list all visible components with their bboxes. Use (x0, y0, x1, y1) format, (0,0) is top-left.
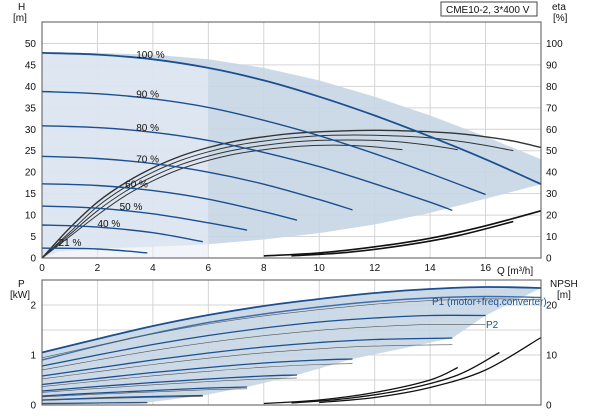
head-tick-label: 0 (30, 254, 36, 265)
head-tick-label: 5 (30, 232, 36, 243)
npsh-curve (291, 351, 500, 404)
p2-family-curve (41, 323, 486, 371)
speed-curve-label: 90 % (136, 90, 159, 101)
flow-tick-label: 8 (261, 263, 267, 274)
p2-family-curve (41, 388, 248, 398)
eta-tick-label: 30 (546, 189, 558, 200)
flow-tick-label: 14 (425, 263, 437, 274)
head-axis-title-symbol: H (18, 2, 25, 13)
efficiency-curve (41, 144, 403, 259)
head-tick-label: 30 (25, 125, 37, 136)
npsh-tick-label: 10 (546, 351, 558, 362)
efficiency-curve (41, 129, 542, 259)
flow-tick-label: 6 (206, 263, 212, 274)
eta-tick-label: 70 (546, 103, 558, 114)
npsh-tick-label: 20 (546, 301, 558, 312)
head-speed-curve (41, 155, 353, 211)
speed-curve-label: 100 % (136, 50, 164, 61)
head-tick-label: 35 (25, 103, 37, 114)
head-tick-label: 10 (25, 211, 37, 222)
npsh-tick-label: 0 (546, 401, 552, 412)
power-axis-title-unit: [kW] (10, 290, 30, 301)
p2-family-curve (41, 402, 148, 404)
npsh-axis-title-unit: [m] (557, 290, 571, 301)
p2-family-curve (41, 377, 298, 393)
p2-family-curve (41, 344, 453, 380)
head-speed-curve (41, 125, 453, 212)
eta-tick-label: 0 (546, 254, 552, 265)
head-plot-frame (41, 21, 542, 259)
head-tick-label: 40 (25, 82, 37, 93)
head-axis-title-unit: [m] (13, 13, 27, 24)
title-box: CME10-2, 3*400 V (440, 1, 538, 17)
p1-curve (41, 286, 542, 354)
p2-series-label: P2 (486, 320, 499, 331)
p2-family-curve (41, 363, 353, 387)
power-axis-title-symbol: P (18, 279, 25, 290)
eta-tick-label: 20 (546, 211, 558, 222)
head-tick-label: 50 (25, 39, 37, 50)
flow-tick-label: 0 (39, 263, 45, 274)
head-tick-label: 45 (25, 60, 37, 71)
head-tick-label: 20 (25, 168, 37, 179)
head-tick-label: 25 (25, 146, 37, 157)
npsh-reference-curve (263, 210, 542, 257)
p2-family-curve (41, 298, 542, 359)
speed-curve-label: 21 % (59, 238, 82, 249)
eta-tick-label: 10 (546, 232, 558, 243)
eta-tick-label: 40 (546, 168, 558, 179)
power-tick-label: 1 (30, 351, 36, 362)
p1-curve (41, 358, 353, 386)
max-speed-zone (42, 52, 209, 259)
npsh-curve (263, 366, 459, 405)
speed-curve-label: 50 % (120, 202, 143, 213)
p2-family-curve (41, 396, 203, 401)
efficiency-curve (41, 139, 458, 259)
eta-axis-title-symbol: eta (552, 2, 566, 13)
head-panel: 100 % 90 % 80 % 70 % 60 % 50 %40 % 21 % 0 2 4 6 8 10… (25, 21, 563, 274)
npsh-axis-title-symbol: NPSH (550, 279, 578, 290)
speed-curve-label: 60 % (125, 180, 148, 191)
flow-tick-label: 4 (150, 263, 156, 274)
p1-curve (41, 386, 248, 397)
npsh-curve (319, 336, 542, 404)
flow-tick-label: 10 (314, 263, 326, 274)
p1-curve (41, 314, 486, 367)
power-plot-frame (41, 279, 542, 406)
p1-curve (41, 374, 298, 392)
eta-tick-label: 80 (546, 82, 558, 93)
head-speed-curve (41, 224, 203, 243)
head-tick-label: 15 (25, 189, 37, 200)
eta-tick-label: 100 (546, 39, 563, 50)
eta-tick-label: 90 (546, 60, 558, 71)
speed-curve-label: 80 % (136, 123, 159, 134)
flow-tick-label: 12 (369, 263, 381, 274)
head-speed-curve (41, 183, 298, 221)
title-box-frame (440, 1, 538, 17)
head-speed-curve (41, 52, 542, 186)
speed-curve-label: 40 % (97, 219, 120, 230)
npsh-reference-curve (291, 220, 514, 257)
eta-axis-title-unit: [%] (553, 13, 568, 24)
head-speed-curve (41, 205, 248, 231)
head-speed-curve (41, 247, 148, 254)
head-speed-curve (41, 90, 486, 196)
flow-tick-label: 16 (480, 263, 492, 274)
p1-curve (41, 337, 453, 377)
p1-curve (41, 394, 203, 401)
flow-tick-label: 2 (95, 263, 101, 274)
eta-tick-label: 60 (546, 125, 558, 136)
chart-title: CME10-2, 3*400 V (446, 5, 530, 16)
eta-tick-label: 50 (546, 146, 558, 157)
power-tick-label: 0 (30, 401, 36, 412)
p1-series-label: P1 (motor+freq.converter) (432, 297, 547, 308)
speed-curve-label: 70 % (136, 154, 159, 165)
flow-axis-title: Q [m³/h] (497, 266, 533, 277)
power-tick-label: 2 (30, 301, 36, 312)
